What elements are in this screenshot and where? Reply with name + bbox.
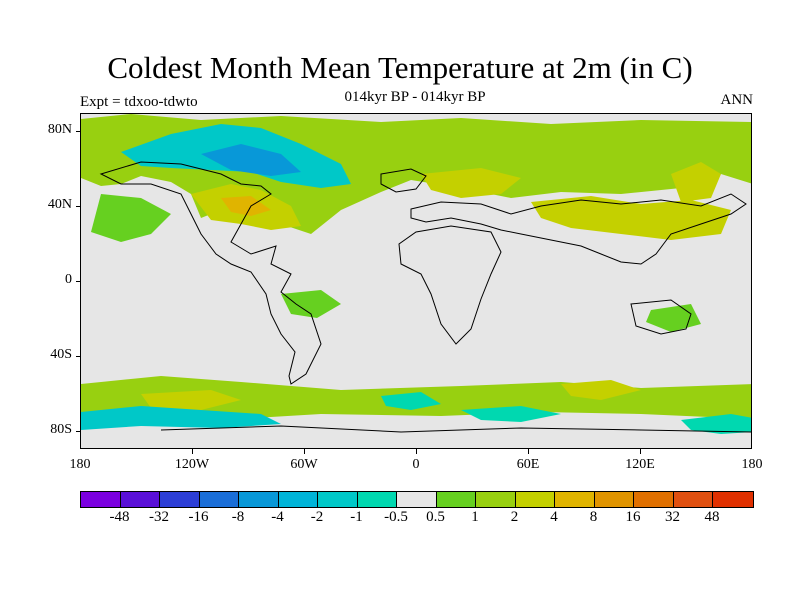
- y-tick-label: 40S: [50, 347, 72, 362]
- colorbar-label: -8: [231, 509, 245, 525]
- world-map: [81, 114, 751, 434]
- y-tick-label: 40N: [47, 197, 72, 212]
- colorbar-label: 0.5: [426, 509, 445, 525]
- colorbar-label: -16: [188, 509, 209, 525]
- colorbar-label: 16: [625, 509, 641, 525]
- colorbar-label: 32: [665, 509, 680, 525]
- y-tick-mark: [76, 131, 80, 132]
- colorbar-label: -2: [310, 509, 324, 525]
- colorbar-label: -48: [109, 509, 130, 525]
- x-tick-mark: [528, 449, 529, 454]
- colorbar-swatch: [199, 492, 239, 507]
- colorbar-label: 4: [550, 509, 558, 525]
- colorbar-label: -32: [149, 509, 169, 525]
- colorbar-swatch: [436, 492, 476, 507]
- season-label: ANN: [720, 92, 754, 108]
- colorbar-label: 48: [704, 509, 720, 525]
- coastlines: [99, 161, 751, 433]
- colorbar-swatch: [673, 492, 713, 507]
- colorbar-swatch: [160, 492, 200, 507]
- colorbar: [80, 491, 754, 508]
- colorbar-swatch: [555, 492, 595, 507]
- y-tick-label: 80N: [47, 122, 72, 137]
- chart-subtitle: 014kyr BP - 014kyr BP: [344, 89, 486, 105]
- colorbar-swatch: [397, 492, 437, 507]
- y-tick-mark: [76, 356, 80, 357]
- experiment-label: Expt = tdxoo-tdwto: [80, 94, 198, 110]
- colorbar-label: -4: [271, 509, 284, 525]
- colorbar-swatch: [634, 492, 674, 507]
- x-tick-mark: [640, 449, 641, 454]
- x-tick-label: 120W: [174, 457, 210, 472]
- y-tick-mark: [76, 206, 80, 207]
- y-tick-label: 0: [65, 272, 72, 287]
- x-tick-mark: [192, 449, 193, 454]
- colorbar-label: 1: [471, 509, 479, 525]
- colorbar-swatch: [81, 492, 121, 507]
- x-tick-mark: [304, 449, 305, 454]
- colorbar-swatch: [713, 492, 753, 507]
- chart-title: Coldest Month Mean Temperature at 2m (in…: [107, 50, 693, 85]
- x-tick-label: 120E: [625, 457, 655, 472]
- x-tick-label: 0: [412, 457, 420, 472]
- colorbar-swatch: [120, 492, 160, 507]
- colorbar-swatch: [357, 492, 397, 507]
- colorbar-label: -1: [350, 509, 363, 525]
- colorbar-swatch: [476, 492, 516, 507]
- cooling-shading: [81, 124, 751, 434]
- x-tick-label: 180: [69, 457, 91, 472]
- colorbar-label: -0.5: [384, 509, 408, 525]
- x-tick-label: 180: [741, 457, 763, 472]
- colorbar-swatch: [318, 492, 358, 507]
- colorbar-label: 8: [589, 509, 598, 525]
- colorbar-swatch: [239, 492, 279, 507]
- y-tick-label: 80S: [50, 422, 72, 437]
- y-tick-mark: [76, 431, 80, 432]
- x-tick-label: 60E: [516, 457, 540, 472]
- colorbar-swatch: [278, 492, 318, 507]
- colorbar-label: 2: [510, 509, 519, 525]
- x-tick-mark: [416, 449, 417, 454]
- colorbar-swatch: [515, 492, 555, 507]
- map-panel: [80, 113, 752, 449]
- colorbar-swatch: [594, 492, 634, 507]
- x-tick-label: 60W: [290, 457, 318, 472]
- y-tick-mark: [76, 281, 80, 282]
